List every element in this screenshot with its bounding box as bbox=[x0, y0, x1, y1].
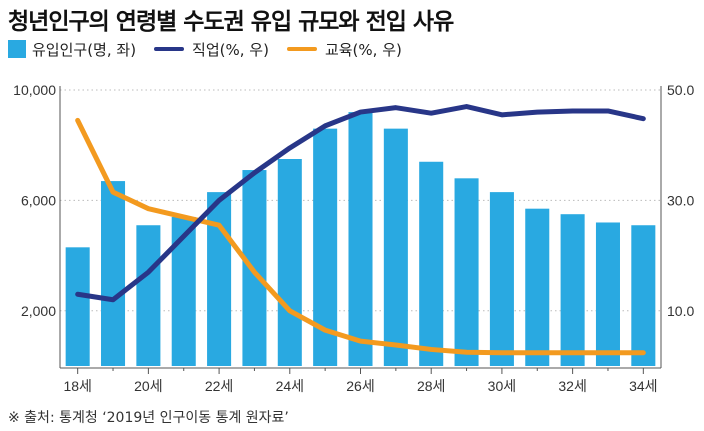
bar-20세 bbox=[136, 225, 161, 366]
bar-26세 bbox=[348, 112, 373, 366]
education-series-point bbox=[572, 352, 574, 354]
education-series-point bbox=[360, 340, 361, 342]
bar-24세 bbox=[277, 159, 302, 366]
legend-label-job: 직업(%, 우) bbox=[192, 40, 269, 59]
education-series-point bbox=[218, 224, 220, 226]
job-series-point bbox=[147, 271, 149, 273]
bar-27세 bbox=[383, 128, 408, 366]
y-left-tick-label: 10,000 bbox=[13, 82, 56, 98]
source-note: ※ 출처: 통계청 ‘2019년 인구이동 통계 원자료’ bbox=[8, 410, 289, 426]
bar-32세 bbox=[560, 214, 585, 366]
job-series-point bbox=[253, 172, 255, 174]
education-series-point bbox=[642, 352, 644, 354]
job-series-point bbox=[289, 147, 291, 149]
bar-31세 bbox=[525, 208, 550, 366]
job-series-point bbox=[572, 110, 574, 112]
legend-swatch-edu bbox=[286, 47, 317, 51]
education-series-point bbox=[607, 352, 609, 354]
education-series-point bbox=[324, 329, 326, 331]
job-series-point bbox=[536, 111, 538, 113]
bar-22세 bbox=[207, 192, 232, 366]
bar-30세 bbox=[489, 192, 514, 366]
legend-item-inflow: 유입인구(명, 좌) bbox=[8, 39, 136, 60]
job-series-point bbox=[501, 114, 503, 116]
legend-swatch-job bbox=[154, 47, 185, 51]
legend-swatch-bar bbox=[8, 40, 26, 58]
x-tick-label: 18세 bbox=[63, 378, 91, 394]
x-tick-label: 34세 bbox=[629, 378, 657, 394]
education-series-point bbox=[112, 191, 114, 193]
legend-item-job: 직업(%, 우) bbox=[154, 39, 269, 60]
education-series-point bbox=[253, 271, 255, 273]
bar-19세 bbox=[101, 181, 126, 366]
bar-28세 bbox=[419, 161, 444, 366]
job-series-point bbox=[218, 199, 220, 201]
bar-18세 bbox=[65, 247, 90, 366]
job-series-point bbox=[466, 106, 468, 108]
education-series-point bbox=[430, 348, 432, 350]
bar-33세 bbox=[595, 222, 620, 366]
bar-29세 bbox=[454, 178, 479, 366]
job-series-point bbox=[183, 235, 185, 237]
education-series-point bbox=[501, 352, 503, 354]
bar-34세 bbox=[631, 225, 656, 366]
y-left-tick-label: 2,000 bbox=[21, 303, 56, 319]
legend: 유입인구(명, 좌) 직업(%, 우) 교육(%, 우) bbox=[8, 38, 420, 60]
chart-title: 청년인구의 연령별 수도권 유입 규모와 전입 사유 bbox=[8, 9, 454, 35]
x-tick-label: 26세 bbox=[346, 378, 374, 394]
legend-item-edu: 교육(%, 우) bbox=[286, 39, 402, 60]
x-tick-label: 22세 bbox=[205, 378, 233, 394]
x-tick-label: 24세 bbox=[276, 378, 304, 394]
education-series-point bbox=[77, 119, 79, 121]
legend-label-edu: 교육(%, 우) bbox=[324, 40, 402, 59]
job-series-point bbox=[395, 107, 397, 109]
y-right-tick-label: 50.0 bbox=[667, 82, 694, 98]
legend-label-inflow: 유입인구(명, 좌) bbox=[32, 40, 137, 59]
x-tick-label: 20세 bbox=[134, 378, 162, 394]
job-series-point bbox=[607, 110, 609, 112]
education-series-point bbox=[183, 216, 185, 218]
job-series-point bbox=[430, 112, 432, 114]
education-series-point bbox=[289, 310, 291, 312]
job-series-point bbox=[77, 293, 79, 295]
education-series-point bbox=[536, 352, 538, 354]
y-right-tick-label: 10.0 bbox=[667, 303, 694, 319]
x-tick-label: 30세 bbox=[488, 378, 516, 394]
job-series-point bbox=[324, 125, 326, 127]
job-series-point bbox=[642, 118, 644, 120]
x-tick-label: 28세 bbox=[417, 378, 445, 394]
job-series-point bbox=[360, 111, 361, 113]
x-tick-label: 32세 bbox=[558, 378, 586, 394]
education-series-point bbox=[466, 351, 468, 353]
education-series-point bbox=[395, 344, 397, 346]
y-right-tick-label: 30.0 bbox=[667, 192, 694, 208]
job-series-point bbox=[112, 299, 114, 301]
education-series-point bbox=[147, 208, 149, 210]
y-left-tick-label: 6,000 bbox=[21, 192, 56, 208]
